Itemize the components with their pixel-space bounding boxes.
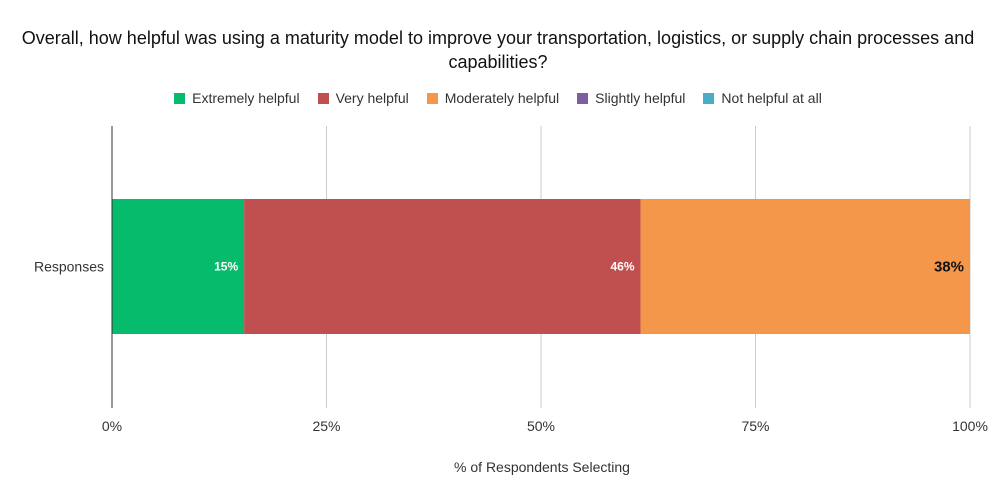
x-tick-label: 50% bbox=[527, 418, 555, 434]
data-label: 38% bbox=[934, 259, 964, 276]
legend-label: Extremely helpful bbox=[192, 90, 300, 106]
legend-label: Slightly helpful bbox=[595, 90, 686, 106]
bar-segment bbox=[112, 199, 245, 334]
legend-swatch bbox=[426, 92, 438, 104]
x-tick-label: 25% bbox=[312, 418, 340, 434]
bar-segment bbox=[244, 199, 641, 334]
legend-swatch bbox=[577, 92, 589, 104]
legend-item: Slightly helpful bbox=[577, 90, 685, 106]
legend-label: Not helpful at all bbox=[721, 90, 822, 106]
legend-item: Very helpful bbox=[317, 90, 409, 106]
legend-item: Not helpful at all bbox=[703, 90, 822, 106]
legend-swatch bbox=[703, 92, 715, 104]
legend-item: Extremely helpful bbox=[174, 90, 300, 106]
x-tick-label: 100% bbox=[952, 418, 988, 434]
y-category-label: Responses bbox=[34, 259, 104, 275]
x-axis-label: % of Respondents Selecting bbox=[454, 459, 630, 475]
bar-segment bbox=[640, 199, 970, 334]
legend-label: Moderately helpful bbox=[444, 90, 560, 106]
x-tick-label: 75% bbox=[741, 418, 769, 434]
legend-swatch bbox=[174, 92, 186, 104]
legend-label: Very helpful bbox=[335, 90, 409, 106]
x-tick-label: 0% bbox=[102, 418, 122, 434]
legend-item: Moderately helpful bbox=[426, 90, 560, 106]
legend-swatch bbox=[317, 92, 329, 104]
legend: Extremely helpful Very helpful Moderatel… bbox=[0, 90, 996, 106]
data-label: 46% bbox=[610, 260, 634, 274]
data-label: 15% bbox=[214, 260, 238, 274]
chart-title: Overall, how helpful was using a maturit… bbox=[21, 28, 975, 72]
